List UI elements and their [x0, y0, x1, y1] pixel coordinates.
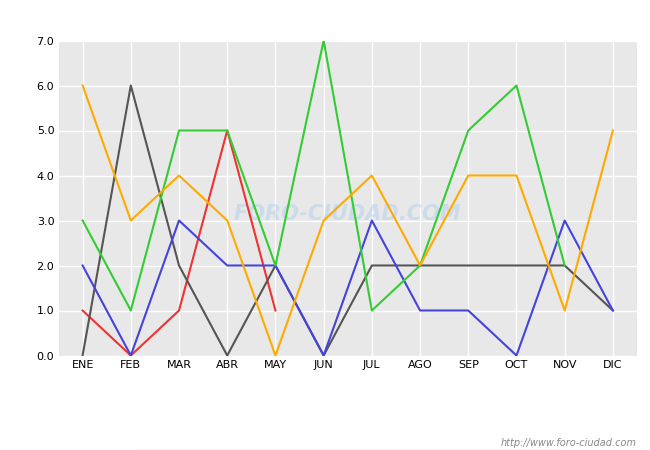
- Text: Matriculaciones de Vehiculos en Almorox: Matriculaciones de Vehiculos en Almorox: [140, 9, 510, 27]
- Text: http://www.foro-ciudad.com: http://www.foro-ciudad.com: [501, 438, 637, 448]
- Text: FORO-CIUDAD.COM: FORO-CIUDAD.COM: [234, 204, 462, 224]
